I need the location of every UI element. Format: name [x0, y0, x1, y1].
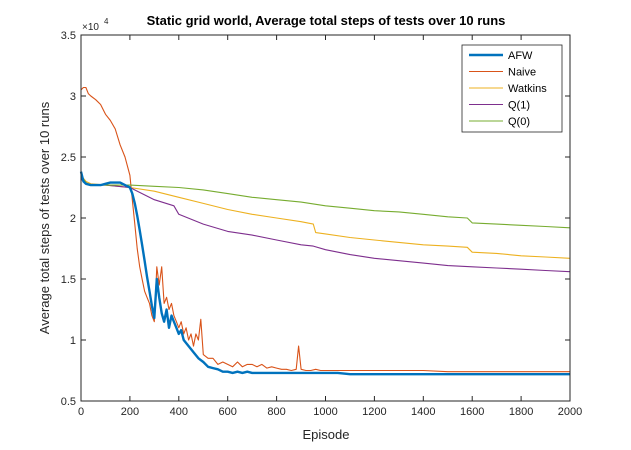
y-exponent-base: ×10	[82, 22, 99, 33]
x-tick-label: 200	[121, 406, 139, 418]
x-tick-label: 800	[267, 406, 285, 418]
legend-items: AFW Naive Watkins Q(1) Q(0)	[469, 50, 547, 128]
y-exponent-label: ×10 4	[82, 17, 109, 33]
x-tick-label: 400	[170, 406, 188, 418]
y-axis-label: Average total steps of tests over 10 run…	[37, 101, 52, 334]
series-line-afw	[79, 171, 570, 376]
y-tick-label: 1.5	[61, 274, 76, 286]
x-axis-label: Episode	[303, 427, 350, 442]
chart-title: Static grid world, Average total steps o…	[147, 13, 506, 28]
y-tick-label: 2	[70, 213, 76, 225]
legend: AFW Naive Watkins Q(1) Q(0)	[461, 44, 563, 133]
x-tick-label: 1600	[460, 406, 484, 418]
y-tick-label: 3.5	[61, 30, 76, 42]
legend-label-q-1: Q(1)	[508, 100, 530, 112]
x-tick-label: 1800	[509, 406, 533, 418]
legend-label-watkins: Watkins	[508, 83, 547, 95]
y-tick-label: 2.5	[61, 152, 76, 164]
x-axis-ticks: 0 200 400 600 800 1000 1200 1400 1600 1800 2000	[78, 35, 582, 418]
x-tick-label: 1400	[411, 406, 435, 418]
legend-label-q-0: Q(0)	[508, 116, 530, 128]
legend-label-afw: AFW	[508, 50, 533, 62]
series-layer	[79, 86, 571, 376]
x-tick-label: 1200	[362, 406, 386, 418]
y-tick-label: 0.5	[61, 396, 76, 408]
x-tick-label: 2000	[558, 406, 582, 418]
legend-label-naive: Naive	[508, 67, 536, 79]
y-tick-label: 3	[70, 91, 76, 103]
x-tick-label: 600	[219, 406, 237, 418]
y-tick-label: 1	[70, 335, 76, 347]
x-tick-label: 0	[78, 406, 84, 418]
series-line-naive	[80, 86, 570, 373]
series-line-watkins	[80, 174, 571, 259]
y-exponent-power: 4	[104, 17, 109, 26]
y-axis-ticks: 0.5 1 1.5 2 2.5 3 3.5	[61, 30, 570, 408]
x-tick-label: 1000	[313, 406, 337, 418]
